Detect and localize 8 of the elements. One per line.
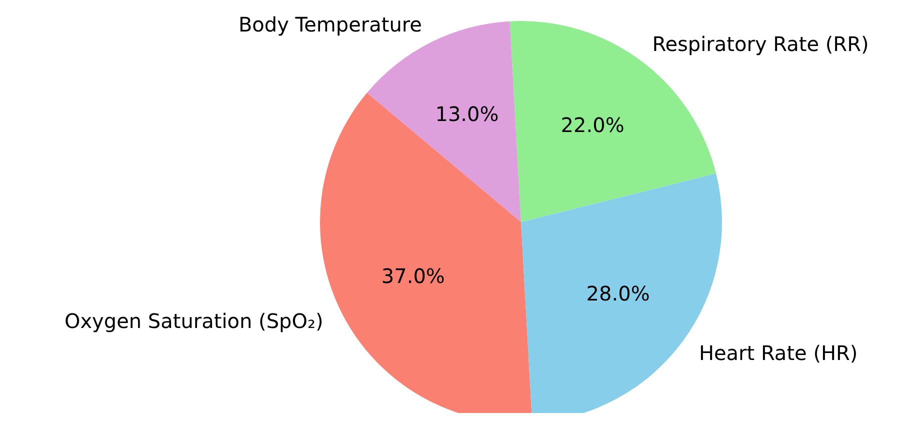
data-label: 13.0% <box>435 102 499 126</box>
slice-label: Heart Rate (HR) <box>698 341 858 366</box>
slice-label: Body Temperature <box>238 12 422 36</box>
slice-label: Oxygen Saturation (SpO₂) <box>64 309 324 333</box>
data-label: 22.0% <box>560 112 624 137</box>
slice-label: Respiratory Rate (RR) <box>652 32 869 56</box>
data-label: 28.0% <box>586 282 650 306</box>
data-label: 37.0% <box>381 264 445 288</box>
